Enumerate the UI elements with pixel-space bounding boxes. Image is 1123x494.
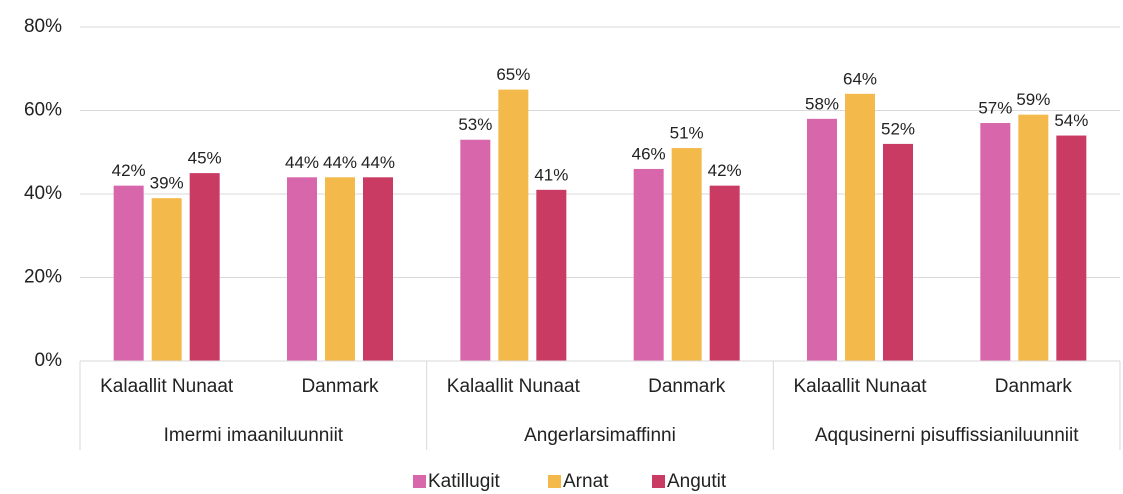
data-label: 57%	[978, 99, 1012, 118]
bar	[980, 123, 1011, 362]
data-label: 53%	[458, 115, 492, 134]
data-label: 39%	[150, 174, 184, 193]
bar	[1056, 135, 1087, 361]
y-tick-label: 20%	[24, 267, 62, 288]
x-tick-label: Danmark	[648, 376, 726, 397]
data-label: 44%	[323, 153, 357, 172]
legend-label: Arnat	[563, 471, 609, 492]
data-label: 65%	[496, 65, 530, 84]
legend-label: Katillugit	[428, 471, 501, 492]
data-label: 45%	[188, 149, 222, 168]
x-tick-label: Kalaallit Nunaat	[793, 376, 927, 397]
legend-label: Angutit	[667, 471, 727, 492]
bar	[807, 118, 837, 361]
legend-swatch	[413, 475, 426, 488]
group-label: Angerlarsimaffinni	[524, 425, 676, 446]
bar	[151, 198, 182, 361]
bar	[671, 148, 702, 361]
y-tick-label: 40%	[24, 183, 62, 204]
data-label: 64%	[843, 69, 877, 88]
bar	[709, 185, 740, 361]
data-label: 41%	[534, 165, 568, 184]
y-tick-label: 80%	[24, 16, 62, 37]
data-label: 42%	[112, 161, 146, 180]
data-label: 52%	[881, 119, 915, 138]
group-label: Imermi imaaniluunniit	[164, 425, 344, 446]
data-label: 46%	[632, 144, 666, 163]
bar	[498, 89, 529, 361]
x-tick-label: Kalaallit Nunaat	[447, 376, 581, 397]
bar	[845, 93, 875, 362]
group-label: Aqqusinerni pisuffissianiluunniit	[815, 425, 1079, 446]
bar	[460, 139, 491, 361]
data-label: 42%	[708, 161, 742, 180]
x-tick-label: Danmark	[995, 376, 1073, 397]
bar	[113, 185, 144, 361]
data-label: 54%	[1054, 111, 1088, 130]
bar	[883, 143, 913, 361]
bar	[536, 189, 567, 361]
bar	[363, 177, 393, 361]
x-tick-label: Danmark	[301, 376, 379, 397]
data-label: 59%	[1016, 90, 1050, 109]
x-tick-label: Kalaallit Nunaat	[100, 376, 234, 397]
legend-swatch	[548, 475, 561, 488]
data-label: 51%	[670, 124, 704, 143]
data-label: 44%	[361, 153, 395, 172]
legend-swatch	[652, 475, 665, 488]
data-label: 58%	[805, 94, 839, 113]
bar	[287, 177, 317, 361]
y-tick-label: 0%	[35, 350, 63, 371]
bar	[325, 177, 355, 361]
data-label: 44%	[285, 153, 319, 172]
bar	[633, 168, 664, 361]
bar	[189, 173, 220, 361]
bar	[1018, 114, 1049, 361]
y-tick-label: 60%	[24, 100, 62, 121]
